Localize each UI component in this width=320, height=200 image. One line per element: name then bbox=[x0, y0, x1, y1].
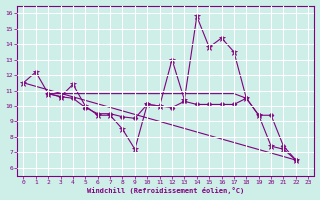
X-axis label: Windchill (Refroidissement éolien,°C): Windchill (Refroidissement éolien,°C) bbox=[87, 187, 244, 194]
